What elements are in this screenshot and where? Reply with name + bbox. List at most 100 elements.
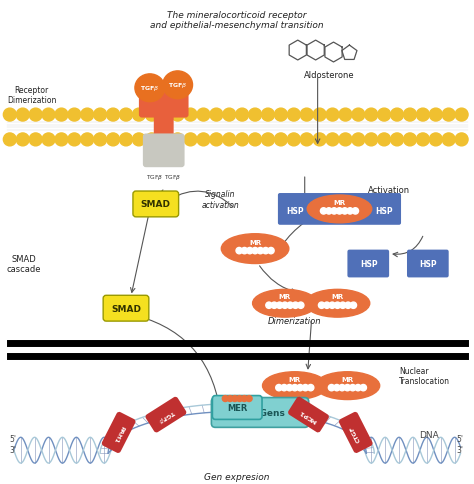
- Circle shape: [455, 134, 468, 147]
- Circle shape: [344, 385, 351, 391]
- Circle shape: [171, 134, 184, 147]
- Text: Receptor
Dimerization: Receptor Dimerization: [7, 86, 56, 105]
- Text: Aldosterone: Aldosterone: [304, 71, 355, 80]
- Circle shape: [236, 248, 242, 254]
- Text: MR: MR: [341, 376, 354, 382]
- Text: HSP: HSP: [360, 259, 378, 269]
- Circle shape: [345, 302, 351, 309]
- Text: SMAD: SMAD: [111, 304, 141, 313]
- Circle shape: [3, 134, 16, 147]
- Circle shape: [237, 396, 243, 402]
- Text: MR: MR: [289, 376, 301, 382]
- Circle shape: [352, 109, 365, 122]
- Circle shape: [246, 396, 252, 402]
- Circle shape: [210, 134, 223, 147]
- Text: TGF$\beta$: TGF$\beta$: [140, 84, 160, 93]
- Circle shape: [3, 109, 16, 122]
- Ellipse shape: [253, 290, 317, 318]
- Circle shape: [391, 134, 403, 147]
- Circle shape: [55, 109, 68, 122]
- Circle shape: [342, 208, 348, 214]
- Circle shape: [146, 109, 158, 122]
- FancyBboxPatch shape: [102, 412, 136, 453]
- Text: MR: MR: [233, 389, 242, 394]
- Circle shape: [268, 248, 274, 254]
- Circle shape: [276, 302, 283, 309]
- Circle shape: [29, 134, 42, 147]
- Circle shape: [417, 134, 429, 147]
- Circle shape: [320, 208, 327, 214]
- Ellipse shape: [307, 196, 372, 223]
- Text: TGF$\beta$: TGF$\beta$: [168, 81, 187, 90]
- Circle shape: [29, 109, 42, 122]
- Text: MER: MER: [227, 403, 247, 412]
- Ellipse shape: [163, 72, 192, 100]
- Text: MR: MR: [333, 199, 346, 206]
- Circle shape: [223, 109, 236, 122]
- FancyBboxPatch shape: [143, 134, 184, 168]
- Circle shape: [365, 109, 378, 122]
- Circle shape: [107, 109, 119, 122]
- Circle shape: [391, 109, 403, 122]
- Text: CTGF: CTGF: [349, 424, 362, 442]
- Circle shape: [347, 208, 353, 214]
- Ellipse shape: [221, 234, 289, 264]
- FancyBboxPatch shape: [146, 397, 186, 433]
- Text: DNA: DNA: [419, 430, 438, 439]
- Circle shape: [263, 248, 269, 254]
- Circle shape: [349, 385, 356, 391]
- Circle shape: [287, 302, 293, 309]
- FancyBboxPatch shape: [154, 106, 173, 150]
- Circle shape: [442, 109, 455, 122]
- Circle shape: [328, 385, 335, 391]
- Ellipse shape: [135, 75, 165, 103]
- Circle shape: [417, 109, 429, 122]
- FancyBboxPatch shape: [211, 398, 309, 427]
- Text: TGF$\beta$: TGF$\beta$: [146, 172, 164, 182]
- Ellipse shape: [263, 372, 327, 400]
- Text: MR: MR: [249, 239, 261, 245]
- Text: 3': 3': [10, 445, 17, 454]
- Circle shape: [339, 385, 345, 391]
- Circle shape: [350, 302, 356, 309]
- FancyBboxPatch shape: [278, 194, 401, 226]
- Circle shape: [146, 134, 158, 147]
- Circle shape: [132, 134, 146, 147]
- Circle shape: [107, 134, 119, 147]
- Text: MR: MR: [279, 294, 291, 300]
- Circle shape: [319, 302, 325, 309]
- Circle shape: [282, 302, 288, 309]
- Circle shape: [94, 134, 107, 147]
- Circle shape: [281, 385, 287, 391]
- Circle shape: [210, 109, 223, 122]
- Circle shape: [326, 208, 332, 214]
- Circle shape: [378, 109, 391, 122]
- Circle shape: [287, 109, 300, 122]
- Circle shape: [119, 134, 132, 147]
- FancyBboxPatch shape: [347, 250, 389, 278]
- Circle shape: [68, 134, 81, 147]
- Circle shape: [42, 109, 55, 122]
- Circle shape: [42, 134, 55, 147]
- Circle shape: [262, 109, 274, 122]
- Circle shape: [274, 134, 287, 147]
- Text: SMAD: SMAD: [141, 200, 171, 209]
- Text: 5': 5': [456, 434, 464, 443]
- Circle shape: [324, 302, 330, 309]
- Circle shape: [308, 385, 314, 391]
- Circle shape: [302, 385, 309, 391]
- FancyBboxPatch shape: [407, 250, 449, 278]
- Circle shape: [334, 385, 340, 391]
- Circle shape: [339, 134, 352, 147]
- Circle shape: [271, 302, 277, 309]
- Circle shape: [403, 109, 417, 122]
- Circle shape: [223, 134, 236, 147]
- Circle shape: [132, 109, 146, 122]
- Circle shape: [252, 248, 258, 254]
- Text: TGF$\beta$: TGF$\beta$: [155, 406, 176, 424]
- Text: and epithelial-mesenchymal transition: and epithelial-mesenchymal transition: [150, 21, 324, 30]
- Text: 3': 3': [456, 445, 464, 454]
- Circle shape: [236, 134, 249, 147]
- Text: Nuclear
Translocation: Nuclear Translocation: [399, 366, 450, 386]
- Circle shape: [257, 248, 264, 254]
